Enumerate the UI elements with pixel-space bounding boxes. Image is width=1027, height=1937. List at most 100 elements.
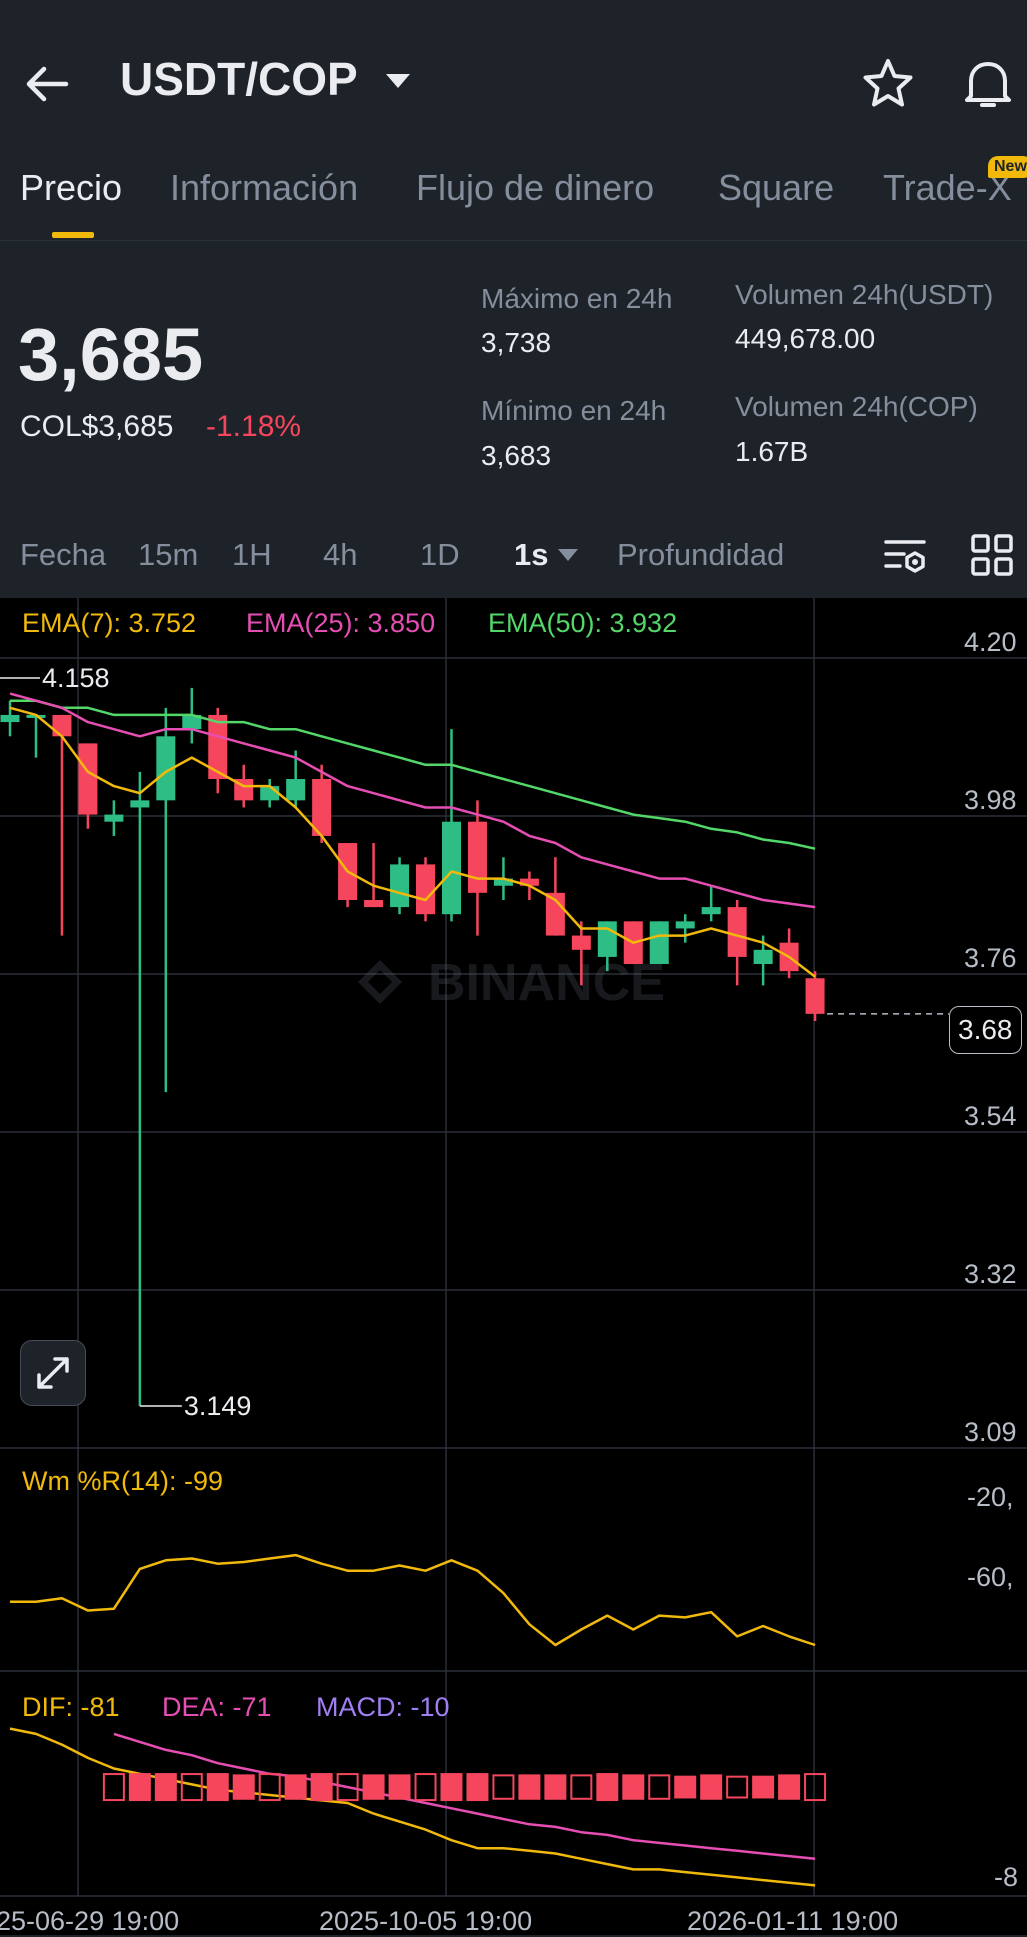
- ema7-legend: EMA(7): 3.752: [22, 608, 197, 638]
- macd-bar: [154, 1773, 177, 1802]
- fullscreen-button[interactable]: [20, 1340, 86, 1406]
- macd-bar: [414, 1773, 437, 1802]
- candles: [0, 687, 825, 1407]
- wr-line: [10, 1553, 816, 1647]
- candle-body: [467, 821, 487, 893]
- price-change: -1.18%: [206, 410, 302, 443]
- candle-body: [208, 714, 228, 779]
- candle-body: [52, 714, 72, 737]
- ema25-legend: EMA(25): 3.850: [246, 608, 436, 638]
- macd-bar: [388, 1774, 411, 1800]
- candle-body: [260, 786, 280, 801]
- bell-icon[interactable]: [958, 54, 1018, 114]
- grid: [0, 598, 1027, 1897]
- macd-bar: [466, 1773, 489, 1802]
- expand-icon: [37, 1357, 69, 1389]
- macd-bar: [336, 1773, 359, 1802]
- interval-selected[interactable]: 1s: [514, 537, 549, 572]
- volume-quote-label: Volumen 24h(COP): [735, 391, 978, 422]
- watermark: BINANCE: [358, 954, 665, 1012]
- extreme-annotations: 4.158 3.149: [0, 663, 251, 1421]
- candle-body: [78, 743, 98, 815]
- macd-axis-label: -8: [994, 1862, 1019, 1892]
- macd-bar: [648, 1774, 671, 1800]
- tab-informacion[interactable]: Información: [170, 167, 359, 208]
- candlestick-chart[interactable]: BINANCE 4.158 3.149: [0, 598, 1027, 1935]
- macd-bar: [128, 1773, 151, 1802]
- candle-body: [286, 778, 306, 801]
- chart-area[interactable]: BINANCE 4.158 3.149 EMA(7): 3.752 EMA(25)…: [0, 598, 1027, 1935]
- candle-body: [390, 864, 410, 908]
- tab-square[interactable]: Square: [718, 167, 835, 208]
- price-axis-label: 3.54: [964, 1101, 1017, 1131]
- candle-body: [182, 714, 202, 730]
- macd-bar: [362, 1774, 385, 1800]
- volume-quote-value: 1.67B: [735, 436, 809, 467]
- tab-bar: Precio Información Flujo de dinero Squar…: [0, 155, 1027, 241]
- price-axis-label: 4.20: [964, 627, 1017, 657]
- time-axis-label: 2025-10-05 19:00: [319, 1906, 533, 1936]
- caret-down-icon[interactable]: [386, 74, 410, 88]
- dif-legend: DIF: -81: [22, 1692, 120, 1722]
- volume-base-label: Volumen 24h(USDT): [735, 279, 994, 310]
- macd-bar: [596, 1773, 619, 1802]
- pair-title[interactable]: USDT/COP: [120, 53, 358, 105]
- macd-bar: [284, 1774, 307, 1800]
- wr-axis-label: -60,: [967, 1562, 1014, 1592]
- price-axis-label: 3.98: [964, 785, 1017, 815]
- interval-1d[interactable]: 1D: [420, 537, 460, 572]
- candle-body: [701, 907, 721, 915]
- interval-1h[interactable]: 1H: [232, 537, 272, 572]
- active-tab-indicator: [52, 232, 94, 238]
- tab-flujo-de-dinero[interactable]: Flujo de dinero: [416, 167, 655, 208]
- candle-body: [0, 714, 20, 723]
- time-axis-label: 25-06-29 19:00: [0, 1906, 180, 1936]
- candle-body: [805, 978, 825, 1014]
- macd-bar: [674, 1775, 697, 1799]
- price-axis-label: 3.76: [964, 943, 1017, 973]
- wr-axis-label: -20,: [967, 1482, 1014, 1512]
- candle-body: [753, 949, 773, 965]
- ema50-legend: EMA(50): 3.932: [488, 608, 678, 638]
- candle-body: [597, 921, 617, 957]
- macd-bar: [310, 1773, 333, 1802]
- candle-body: [130, 800, 150, 808]
- tab-precio[interactable]: Precio: [20, 167, 123, 208]
- price-axis-label: 3.32: [964, 1259, 1017, 1289]
- macd-bar: [700, 1774, 723, 1800]
- depth-tab[interactable]: Profundidad: [617, 537, 785, 572]
- interval-4h[interactable]: 4h: [323, 537, 358, 572]
- dif-line: [9, 1727, 816, 1887]
- indicator-lines: [9, 692, 949, 1887]
- macd-bar: [544, 1774, 567, 1800]
- dea-line: [113, 1732, 816, 1861]
- candle-body: [416, 864, 436, 915]
- macd-bar: [102, 1773, 125, 1802]
- macd-bar: [518, 1774, 541, 1800]
- ema50-line: [10, 699, 816, 850]
- interval-fecha[interactable]: Fecha: [20, 537, 107, 572]
- high-24h-label: Máximo en 24h: [481, 283, 673, 314]
- chart-settings-icon[interactable]: [882, 533, 928, 579]
- candle-body: [364, 899, 384, 908]
- macd-bar: [206, 1773, 229, 1802]
- dea-legend: DEA: -71: [162, 1692, 272, 1722]
- candle-body: [312, 778, 332, 836]
- candle-body: [727, 907, 747, 957]
- candle-body: [649, 921, 669, 965]
- candle-body: [104, 814, 124, 822]
- macd-bar: [622, 1774, 645, 1800]
- caret-down-icon[interactable]: [558, 549, 578, 561]
- candle-body: [156, 736, 176, 801]
- price-axis-label: 3.09: [964, 1417, 1017, 1447]
- candle-body: [519, 878, 539, 886]
- high-24h-value: 3,738: [481, 327, 552, 358]
- macd-bar: [752, 1775, 775, 1799]
- star-icon[interactable]: [860, 56, 916, 112]
- macd-bar: [180, 1773, 203, 1802]
- arrow-left-icon[interactable]: [22, 58, 74, 110]
- new-badge: New: [988, 156, 1027, 178]
- macd-bar: [258, 1773, 281, 1802]
- grid-layout-icon[interactable]: [970, 533, 1014, 577]
- interval-15m[interactable]: 15m: [138, 537, 199, 572]
